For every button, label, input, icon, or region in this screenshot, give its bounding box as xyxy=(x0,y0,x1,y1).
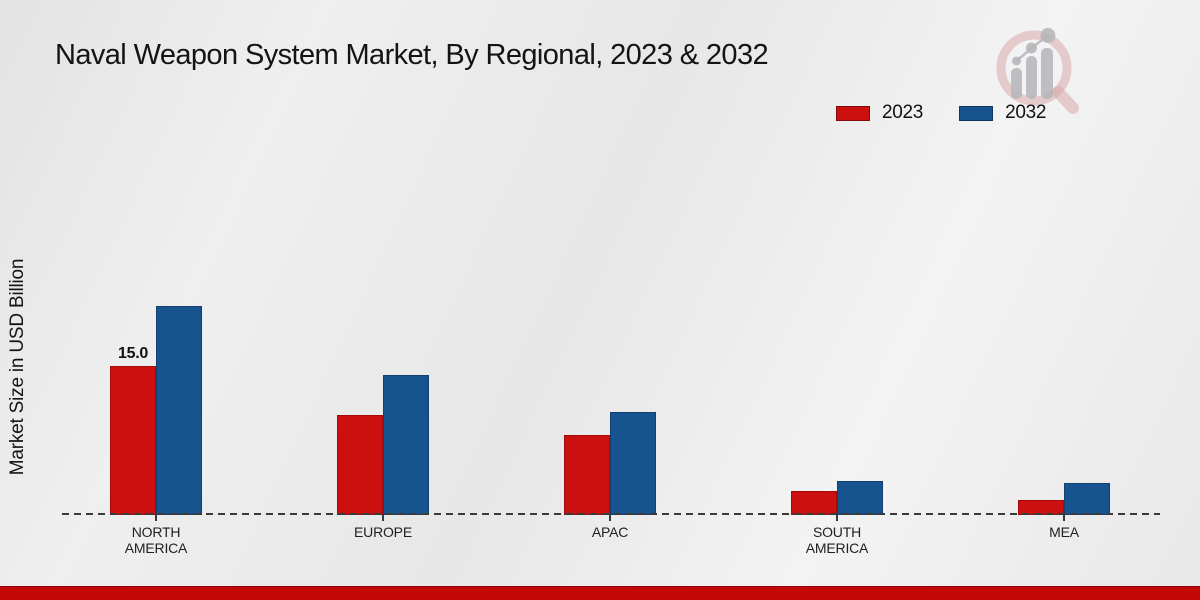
legend-swatch-2023 xyxy=(836,105,870,121)
chart-title: Naval Weapon System Market, By Regional,… xyxy=(55,39,769,71)
bar-2032-south-america xyxy=(837,481,883,515)
axis-tick xyxy=(155,515,157,521)
y-axis-label: Market Size in USD Billion xyxy=(7,258,28,476)
bar-2023-apac xyxy=(564,435,610,515)
category-label-mea: MEA xyxy=(1049,524,1079,540)
bar-2023-south-america xyxy=(791,491,837,515)
bar-2032-north-america xyxy=(156,306,202,515)
bar-2032-mea xyxy=(1064,483,1110,515)
category-label-north-america: NORTH AMERICA xyxy=(124,524,188,556)
x-axis-baseline xyxy=(62,513,1160,515)
category-label-europe: EUROPE xyxy=(354,524,412,540)
bar-value-label: 15.0 xyxy=(118,345,148,362)
axis-tick xyxy=(382,515,384,521)
bar-2023-north-america xyxy=(110,366,156,515)
magnifier-bar-chart-logo-icon xyxy=(996,28,1079,114)
legend-swatch-2032 xyxy=(959,105,994,121)
bar-2032-apac xyxy=(610,412,656,515)
category-label-south-america: SOUTH AMERICA xyxy=(805,524,869,556)
axis-tick xyxy=(1063,515,1065,521)
legend: 2023 2032 xyxy=(836,102,1046,124)
legend-label-2032: 2032 xyxy=(1005,102,1047,123)
bar-2023-europe xyxy=(337,415,383,515)
category-label-apac: APAC xyxy=(591,524,629,540)
legend-item-2032: 2032 xyxy=(959,102,1046,124)
legend-label-2023: 2023 xyxy=(882,102,924,123)
axis-tick xyxy=(836,515,838,521)
bar-2032-europe xyxy=(383,375,429,515)
axis-tick xyxy=(609,515,611,521)
footer-accent-bar xyxy=(0,586,1200,600)
legend-item-2023: 2023 xyxy=(836,102,923,124)
